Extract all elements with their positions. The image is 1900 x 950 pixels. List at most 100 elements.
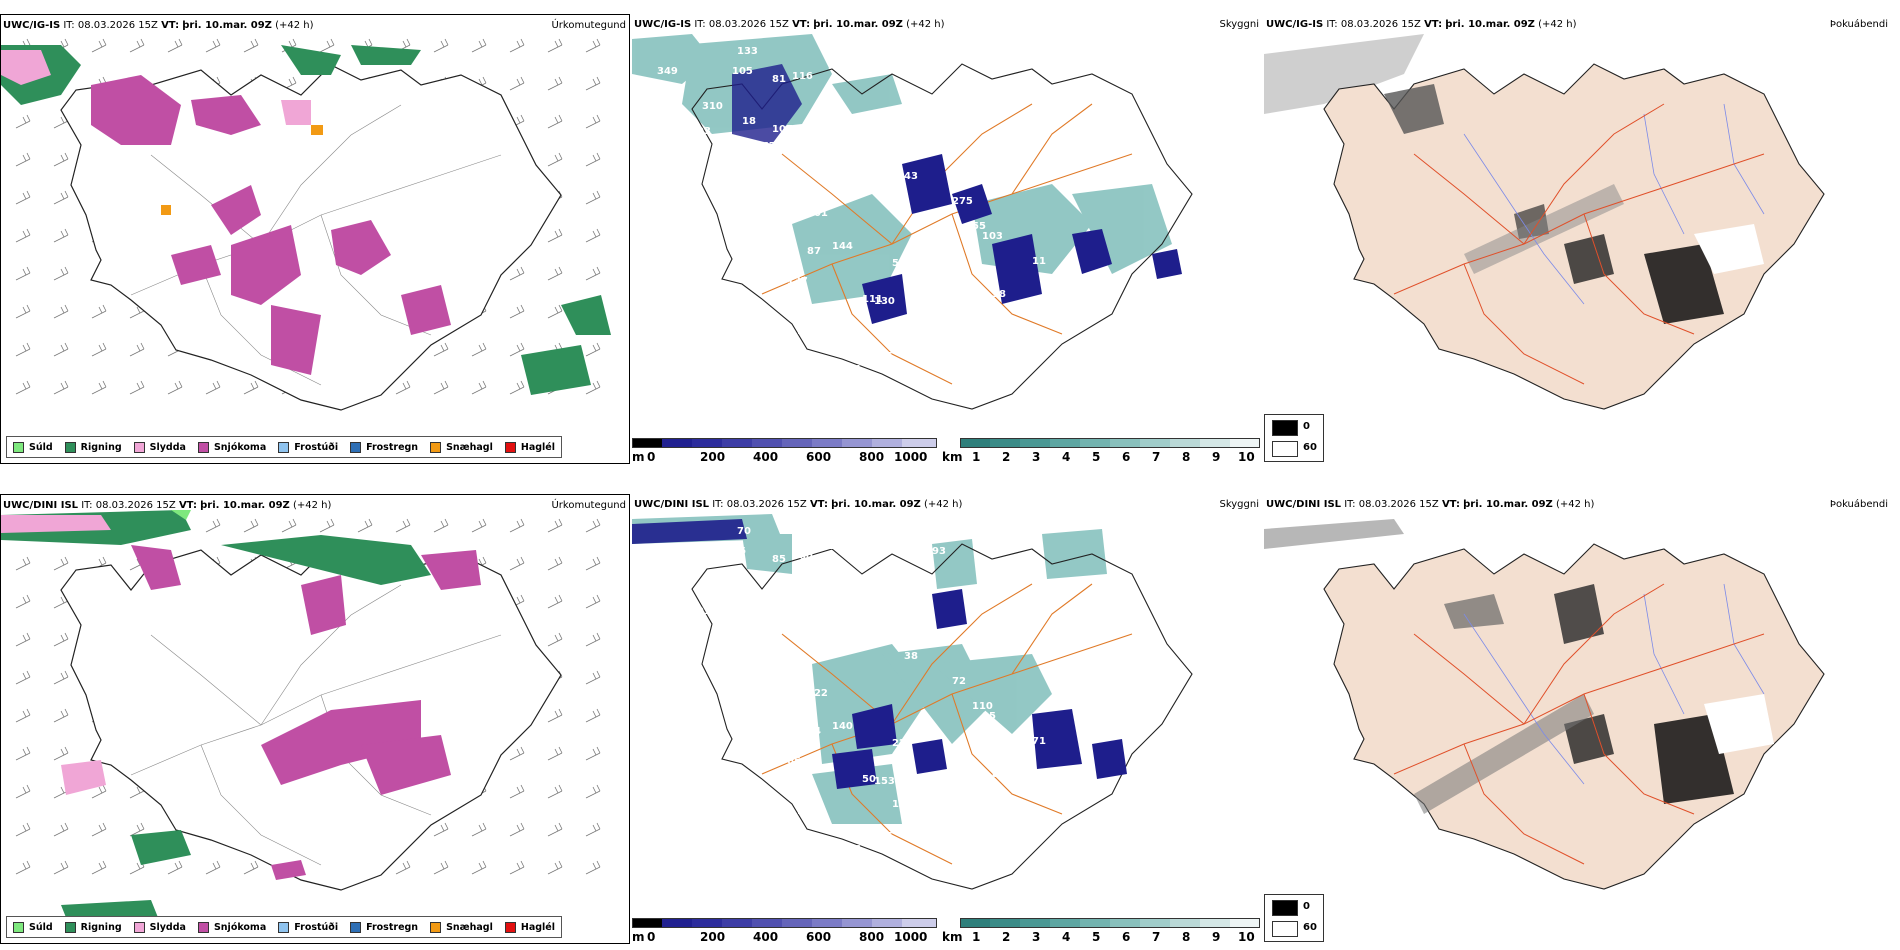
legend-item: Frostregn xyxy=(350,441,418,453)
colorbar-tick: 8 xyxy=(1182,930,1191,944)
wind-barb xyxy=(91,784,107,799)
wind-barb xyxy=(129,38,145,53)
iceland-outline xyxy=(60,544,562,891)
colorbar-tick: 7 xyxy=(1152,450,1161,464)
wind-barb xyxy=(395,860,411,875)
legend-swatch xyxy=(197,441,209,453)
colorbar-tick: 600 xyxy=(806,930,832,944)
wind-barb xyxy=(15,632,31,647)
fog-legend-label: 60 xyxy=(1303,922,1317,933)
wind-barb xyxy=(585,152,601,167)
panel-title: UWC/IG-IS IT: 08.03.2026 15Z VT: þri. 10… xyxy=(1266,19,1577,30)
panel-title: UWC/DINI ISL IT: 08.03.2026 15Z VT: þri.… xyxy=(1266,499,1595,510)
wind-barb xyxy=(585,860,601,875)
colorbar-tick: 9 xyxy=(1212,450,1221,464)
cloud-height-label: 11 xyxy=(1032,256,1046,267)
wind-barb xyxy=(509,784,525,799)
wind-barb xyxy=(433,38,449,53)
cloud-height-label: 72 xyxy=(952,676,966,687)
cloud-height-label: 332 xyxy=(1062,309,1083,320)
panel-title: UWC/DINI ISL IT: 08.03.2026 15Z VT: þri.… xyxy=(3,500,332,511)
wind-barb xyxy=(53,860,69,875)
wind-barb xyxy=(15,822,31,837)
cloud-height-label: 360 xyxy=(792,551,813,562)
roads xyxy=(1393,583,1765,865)
legend-item: Súld xyxy=(13,921,53,933)
cloud-height-label: 55 xyxy=(972,221,986,232)
cloud-height-label: 150 xyxy=(982,746,1003,757)
wind-barb xyxy=(53,380,69,395)
cloud-height-label: 115 xyxy=(907,371,928,382)
cloud-height-label: 18 xyxy=(932,66,946,77)
cloud-height-label: 349 xyxy=(657,66,678,77)
colorbar-tick: 1 xyxy=(972,450,981,464)
cloud-height-label: 22 xyxy=(892,738,906,749)
panel-subtitle: Þokuábendi xyxy=(1829,19,1888,30)
legend-item: Snæhagl xyxy=(430,921,493,933)
legend-item: Frostúði xyxy=(278,921,338,933)
panel-subtitle: Úrkomutegund xyxy=(551,20,626,31)
colorbar-tick: 1 xyxy=(972,930,981,944)
roads xyxy=(1393,103,1765,385)
wind-barb xyxy=(547,556,563,571)
cloud-height-label: 79 xyxy=(982,266,996,277)
panel-title: UWC/IG-IS IT: 08.03.2026 15Z VT: þri. 10… xyxy=(634,19,945,30)
wind-barb xyxy=(15,746,31,761)
wind-barb xyxy=(53,708,69,723)
cloud-height-label: 50 xyxy=(862,774,876,785)
cloud-height-label: 83 xyxy=(992,769,1006,780)
wind-barb xyxy=(53,152,69,167)
cloud-height-label: 95 xyxy=(982,711,996,722)
wind-barb xyxy=(395,380,411,395)
wind-barb xyxy=(585,38,601,53)
wind-barb xyxy=(547,746,563,761)
cloud-labels: 133 349 105 81 116 109 310 18 107 93 67 130 107 43 101… xyxy=(657,46,1083,382)
cloud-height-label: 140 xyxy=(832,721,853,732)
wind-barb xyxy=(509,822,525,837)
cloud-height-label: 81 xyxy=(772,74,786,85)
wind-barb xyxy=(471,860,487,875)
legend-swatch xyxy=(350,441,362,453)
panel-title: UWC/IG-IS IT: 08.03.2026 15Z VT: þri. 10… xyxy=(3,20,314,31)
cloud-height-label: 310 xyxy=(702,101,723,112)
cloud-height-label: 85 xyxy=(772,554,786,565)
cloud-height-label: 41 xyxy=(892,319,906,330)
km-colorbar-gradient xyxy=(960,918,1260,928)
wind-barb xyxy=(15,304,31,319)
cloud-blobs xyxy=(632,519,1127,789)
colorbar-unit: m xyxy=(632,450,645,464)
wind-barb xyxy=(585,632,601,647)
cloud-height-label: 107 xyxy=(877,131,898,142)
wind-barb xyxy=(15,114,31,129)
cloud-height-label: 46 xyxy=(847,844,861,855)
cloud-height-label: 91 xyxy=(697,606,711,617)
wind-barb xyxy=(243,518,259,533)
fog-panel-row1: UWC/IG-IS IT: 08.03.2026 15Z VT: þri. 10… xyxy=(1264,14,1900,464)
cloud-height-label: 113 xyxy=(762,621,783,632)
legend-swatch xyxy=(13,441,24,453)
wind-barb xyxy=(509,556,525,571)
legend-swatch xyxy=(133,441,145,453)
cloud-height-label: 65 xyxy=(787,756,801,767)
wind-barb xyxy=(471,38,487,53)
precip-type-panel-row2: UWC/DINI ISL IT: 08.03.2026 15Z VT: þri.… xyxy=(0,494,630,944)
wind-barb xyxy=(509,380,525,395)
wind-barb xyxy=(53,670,69,685)
colorbar-tick: 4 xyxy=(1062,450,1071,464)
cloud-height-label: 74 xyxy=(847,364,861,375)
wind-barb xyxy=(15,228,31,243)
wind-barb xyxy=(547,784,563,799)
legend-item: Frostúði xyxy=(278,441,338,453)
cloud-height-label: 103 xyxy=(982,231,1003,242)
wind-barb xyxy=(585,556,601,571)
cloud-height-label: 38 xyxy=(992,289,1006,300)
wind-barb xyxy=(547,304,563,319)
cloud-height-label: 133 xyxy=(917,811,938,822)
cloud-height-label: 93 xyxy=(932,546,946,557)
wind-barb xyxy=(281,518,297,533)
cloud-height-label: 339 xyxy=(1042,288,1063,299)
wind-barb xyxy=(243,860,259,875)
wind-barb xyxy=(15,860,31,875)
colorbar-tick: 3 xyxy=(1032,450,1041,464)
cloud-height-label: 71 xyxy=(1032,736,1046,747)
